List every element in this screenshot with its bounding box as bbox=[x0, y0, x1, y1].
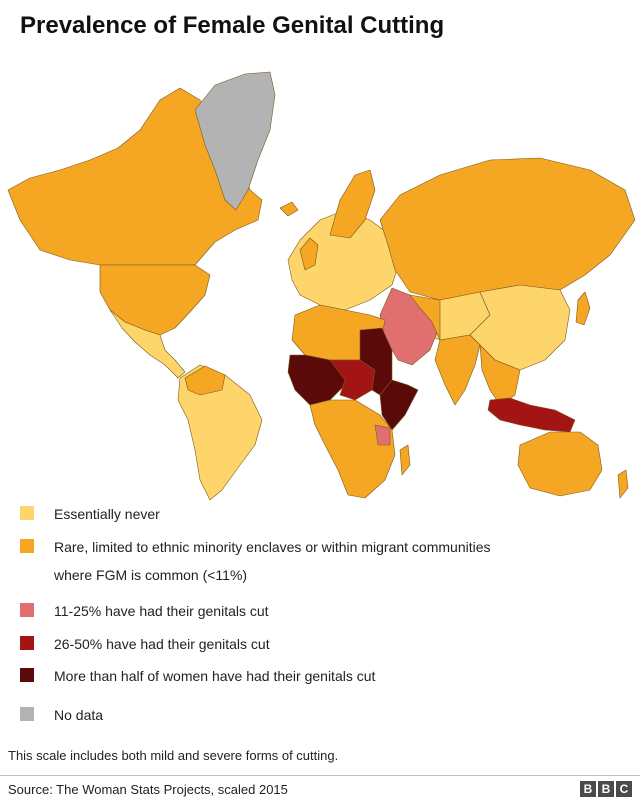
page-title: Prevalence of Female Genital Cutting bbox=[20, 12, 445, 39]
legend-label-line: where FGM is common (<11%) bbox=[54, 567, 248, 583]
legend-label-line: More than half of women have had their g… bbox=[54, 668, 376, 684]
region-new-zealand bbox=[617, 469, 629, 499]
region-horn-of-africa bbox=[379, 379, 419, 431]
bbc-logo-letter: C bbox=[616, 781, 632, 797]
legend-label: No data bbox=[54, 704, 103, 726]
legend-label: Rare, limited to ethnic minority enclave… bbox=[54, 536, 491, 586]
legend-swatch bbox=[20, 603, 34, 617]
world-map bbox=[7, 71, 636, 500]
region-indonesia bbox=[487, 397, 576, 433]
source-text: Source: The Woman Stats Projects, scaled… bbox=[8, 782, 288, 797]
region-japan bbox=[575, 291, 591, 326]
bbc-logo: B B C bbox=[580, 781, 632, 797]
footer-divider bbox=[0, 775, 640, 776]
legend-swatch bbox=[20, 506, 34, 520]
legend-label-line: No data bbox=[54, 707, 104, 723]
legend-label: More than half of women have had their g… bbox=[54, 665, 375, 687]
legend-label: 26-50% have had their genitals cut bbox=[54, 633, 270, 655]
legend-label-line: 11-25% have had their genitals cut bbox=[54, 603, 269, 619]
legend-swatch bbox=[20, 539, 34, 553]
region-east-africa bbox=[374, 424, 391, 446]
legend-label-line: Rare, limited to ethnic minority enclave… bbox=[54, 539, 491, 555]
legend-label-line: 26-50% have had their genitals cut bbox=[54, 636, 270, 652]
region-russia bbox=[379, 157, 636, 301]
legend-label-line: Essentially never bbox=[54, 506, 160, 522]
legend-swatch bbox=[20, 668, 34, 682]
region-northern-south-america bbox=[184, 365, 226, 396]
region-iceland bbox=[279, 201, 299, 217]
bbc-logo-letter: B bbox=[598, 781, 614, 797]
region-canada-alaska bbox=[7, 87, 263, 266]
region-mexico-central-america bbox=[109, 309, 186, 379]
scale-note: This scale includes both mild and severe… bbox=[8, 748, 339, 763]
legend-swatch bbox=[20, 636, 34, 650]
bbc-logo-letter: B bbox=[580, 781, 596, 797]
region-west-africa bbox=[287, 354, 346, 406]
region-madagascar bbox=[399, 444, 411, 476]
region-iran bbox=[409, 294, 441, 341]
region-south-america bbox=[177, 364, 263, 500]
legend-label: 11-25% have had their genitals cut bbox=[54, 600, 269, 622]
region-china-mongolia bbox=[469, 284, 571, 371]
region-australia bbox=[517, 431, 603, 497]
legend-label: Essentially never bbox=[54, 503, 160, 525]
region-usa bbox=[99, 264, 211, 336]
legend-swatch bbox=[20, 707, 34, 721]
region-southern-africa bbox=[309, 399, 396, 499]
region-greenland bbox=[194, 71, 276, 211]
region-europe bbox=[287, 209, 401, 311]
region-india bbox=[434, 334, 481, 406]
region-uk bbox=[299, 237, 319, 271]
region-scandinavia bbox=[329, 169, 376, 239]
